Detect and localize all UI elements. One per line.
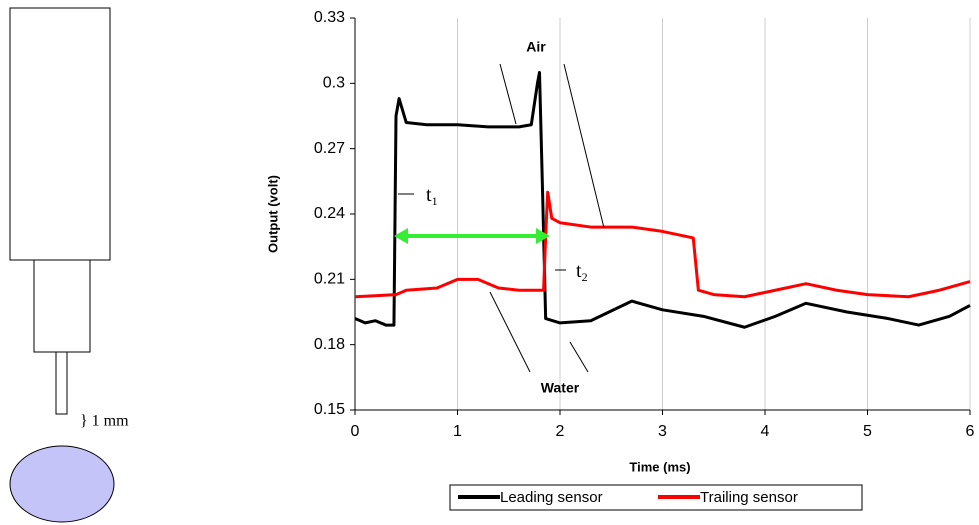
annotation: t1 [426,184,438,208]
annotation: Water [541,380,580,396]
pointer [489,291,531,373]
x-tick-label: 4 [761,423,770,440]
legend [449,484,863,511]
x-tick-label: 6 [966,423,975,440]
y-tick-label: 0.3 [323,75,345,92]
y-axis-label: Output (volt) [265,175,280,253]
pointer [563,63,605,229]
legend-label: Trailing sensor [700,489,798,506]
tube-body [9,7,111,261]
needle [55,351,68,415]
y-tick-label: 0.18 [314,336,345,353]
annotation: Air [526,39,546,55]
legend-label: Leading sensor [500,489,603,506]
legend-items: Leading sensor Trailing sensor [458,489,798,506]
plot: 0 1 2 3 4 5 6 0.15 0.18 0.21 0.24 0.27 0.3 0.33 [314,9,975,440]
time-arrow [394,228,550,244]
x-tick-label: 5 [863,423,872,440]
tube-neck [33,259,91,353]
y-tick-label: 0.27 [314,140,345,157]
droplet [9,445,115,523]
y-tick-label: 0.33 [314,9,345,26]
x-tick-label: 3 [658,423,667,440]
x-tick-label: 2 [556,423,565,440]
annotation: t2 [576,260,588,284]
y-tick-label: 0.15 [314,401,345,418]
series-line [354,70,971,329]
y-tick-label: 0.21 [314,271,345,288]
pointer [499,63,517,125]
x-tick-label: 1 [453,423,462,440]
x-tick-label: 0 [351,423,360,440]
y-tick-label: 0.24 [314,205,345,222]
x-axis-label: Time (ms) [629,459,690,474]
pointer [569,341,589,373]
gap-label: } 1 mm [80,413,129,430]
series-line [354,190,971,299]
